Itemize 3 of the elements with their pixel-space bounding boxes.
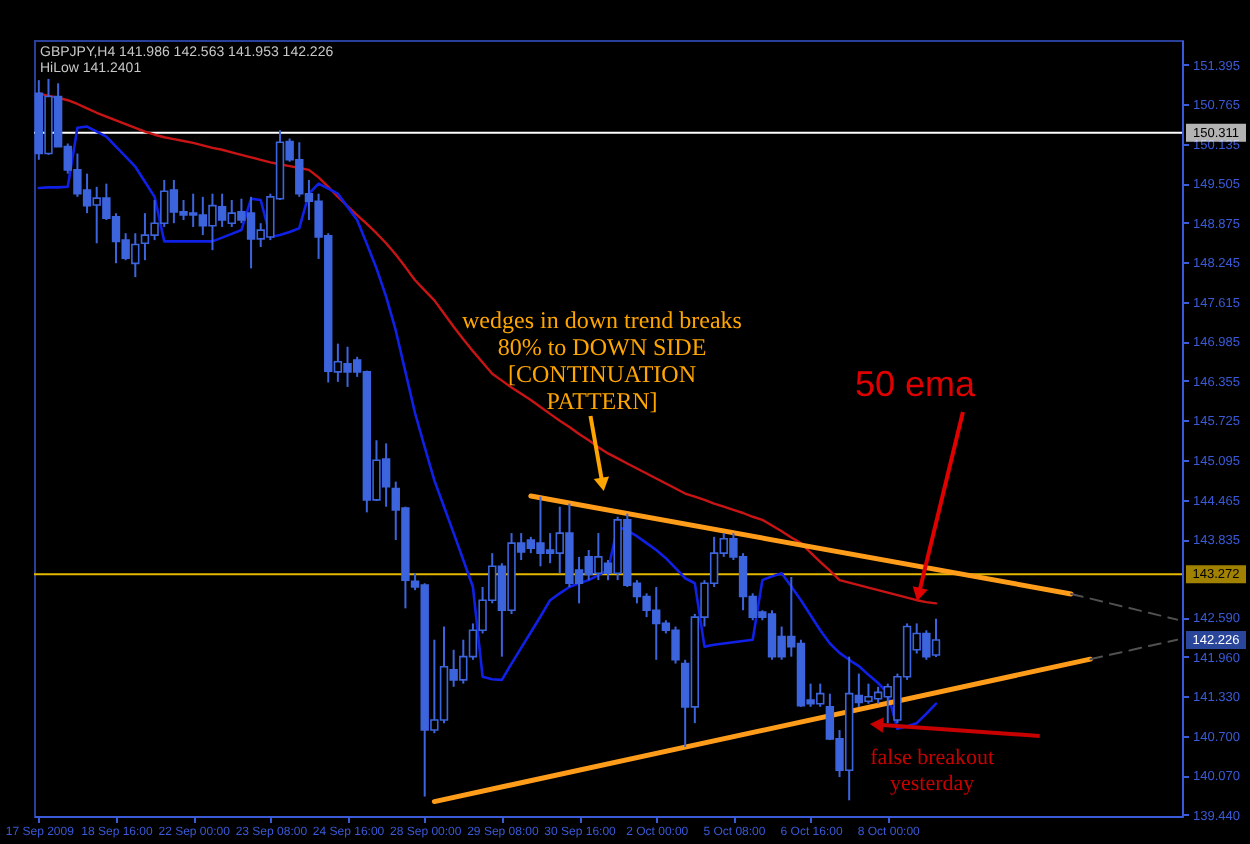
annotation: wedges in down trend breaks 80% to DOWN SIDE [CONTINUATION PATTERN] <box>462 306 743 415</box>
annotation: 50 ema <box>854 364 977 404</box>
annotation: false breakout yesterday <box>870 746 995 796</box>
